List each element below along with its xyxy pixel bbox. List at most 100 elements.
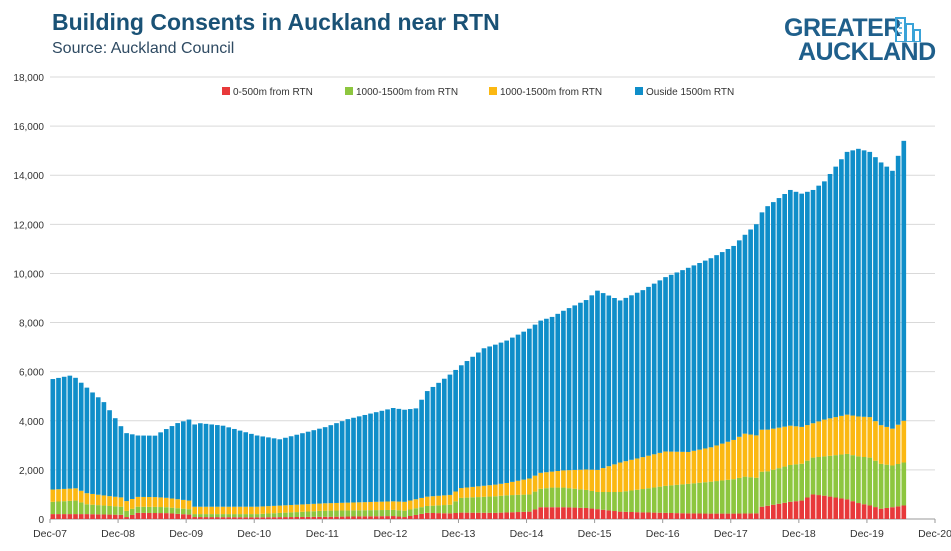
bar-segment-s1	[736, 477, 742, 514]
bar-segment-s1	[719, 480, 725, 514]
bar-segment-s2	[657, 452, 663, 487]
bar-segment-s2	[385, 501, 390, 510]
bar-segment-s2	[629, 459, 634, 491]
bar-segment-s1	[481, 496, 487, 513]
bar-segment-s0	[810, 494, 816, 519]
bar-segment-s1	[430, 505, 436, 513]
bar-segment-s1	[356, 510, 362, 517]
bar-segment-s1	[373, 510, 379, 517]
bar-segment-s3	[351, 417, 356, 503]
bar-segment-s0	[112, 514, 118, 519]
bar-segment-s2	[725, 441, 731, 480]
bar-segment-s3	[702, 260, 708, 449]
bar-segment-s0	[90, 514, 95, 519]
bar-segment-s3	[215, 425, 220, 507]
bar-segment-s0	[50, 514, 56, 519]
bar-segment-s2	[873, 421, 878, 461]
bar-segment-s3	[50, 379, 56, 490]
bar-segment-s1	[209, 514, 215, 518]
bar-segment-s2	[719, 443, 725, 481]
bar-segment-s0	[595, 509, 600, 519]
bar-segment-s0	[668, 512, 674, 519]
bar-segment-s1	[277, 512, 283, 518]
bar-segment-s2	[334, 502, 339, 511]
bar-segment-s2	[498, 483, 504, 496]
bar-segment-s2	[129, 498, 135, 509]
bar-segment-s0	[793, 501, 799, 519]
bar-segment-s2	[243, 506, 249, 515]
bar-segment-s1	[215, 514, 220, 518]
bar-segment-s2	[736, 436, 742, 478]
bar-segment-s2	[271, 505, 277, 514]
legend-swatch	[489, 87, 497, 95]
bar-segment-s1	[793, 464, 799, 502]
bar-segment-s0	[146, 512, 152, 519]
bar-segment-s2	[770, 428, 776, 470]
bar-segment-s2	[651, 454, 657, 488]
bar-segment-s0	[606, 510, 612, 519]
y-tick-label: 14,000	[13, 171, 44, 182]
bar-segment-s1	[339, 510, 345, 517]
bar-segment-s3	[890, 170, 895, 429]
bar-segment-s3	[209, 424, 215, 507]
bar-segment-s1	[555, 487, 561, 508]
x-tick-label: Dec-13	[442, 528, 476, 540]
bar-segment-s0	[379, 516, 385, 519]
bar-segment-s3	[73, 377, 78, 489]
bar-segment-s3	[901, 140, 907, 421]
bar-segment-s1	[884, 464, 890, 508]
bar-segment-s3	[163, 429, 169, 498]
bar-segment-s2	[339, 502, 345, 511]
y-tick-label: 16,000	[13, 122, 44, 133]
bar-segment-s1	[646, 488, 651, 513]
bar-segment-s2	[180, 499, 186, 509]
bar-segment-s2	[782, 426, 787, 467]
bar-segment-s1	[816, 457, 822, 496]
bar-segment-s1	[674, 484, 680, 514]
bar-segment-s1	[561, 487, 566, 508]
bar-segment-s3	[725, 249, 731, 442]
x-tick-label: Dec-17	[714, 528, 748, 540]
x-tick-label: Dec-07	[33, 528, 67, 540]
bar-segment-s3	[373, 412, 379, 502]
bar-segment-s2	[345, 502, 351, 511]
bar-segment-s0	[163, 513, 169, 519]
bar-segment-s3	[345, 419, 351, 503]
bar-segment-s3	[663, 277, 668, 452]
bar-segment-s0	[498, 512, 504, 519]
bar-segment-s1	[634, 489, 640, 513]
bar-segment-s1	[544, 488, 549, 508]
x-tick-label: Dec-20	[918, 528, 951, 540]
bar-segment-s1	[146, 506, 152, 513]
bar-segment-s0	[856, 503, 861, 519]
bar-segment-s2	[362, 502, 368, 511]
bar-segment-s0	[441, 513, 447, 519]
bar-segment-s3	[532, 324, 538, 476]
bar-segment-s1	[311, 511, 317, 517]
bar-segment-s1	[623, 491, 629, 512]
bar-segment-s2	[56, 489, 61, 502]
bar-segment-s1	[385, 509, 390, 517]
bar-segment-s2	[901, 420, 907, 463]
bar-segment-s1	[538, 488, 544, 508]
bar-segment-s1	[163, 507, 169, 514]
bar-segment-s1	[447, 504, 453, 514]
bar-segment-s3	[141, 435, 146, 497]
bar-segment-s0	[538, 507, 544, 519]
bar-segment-s0	[220, 517, 226, 519]
bar-segment-s0	[776, 503, 782, 519]
bar-segment-s3	[447, 374, 453, 495]
bar-segment-s2	[646, 455, 651, 489]
bar-segment-s2	[504, 482, 510, 496]
bar-segment-s1	[805, 460, 810, 498]
bar-segment-s1	[873, 460, 878, 508]
bar-segment-s0	[107, 514, 112, 519]
bar-segment-s1	[192, 514, 197, 518]
bar-segment-s3	[368, 413, 373, 502]
bar-segment-s2	[300, 504, 305, 512]
bar-segment-s3	[311, 430, 317, 504]
bar-segment-s3	[606, 295, 612, 467]
bar-segment-s1	[657, 486, 663, 513]
bar-segment-s0	[447, 513, 453, 519]
bar-segment-s0	[158, 513, 163, 519]
